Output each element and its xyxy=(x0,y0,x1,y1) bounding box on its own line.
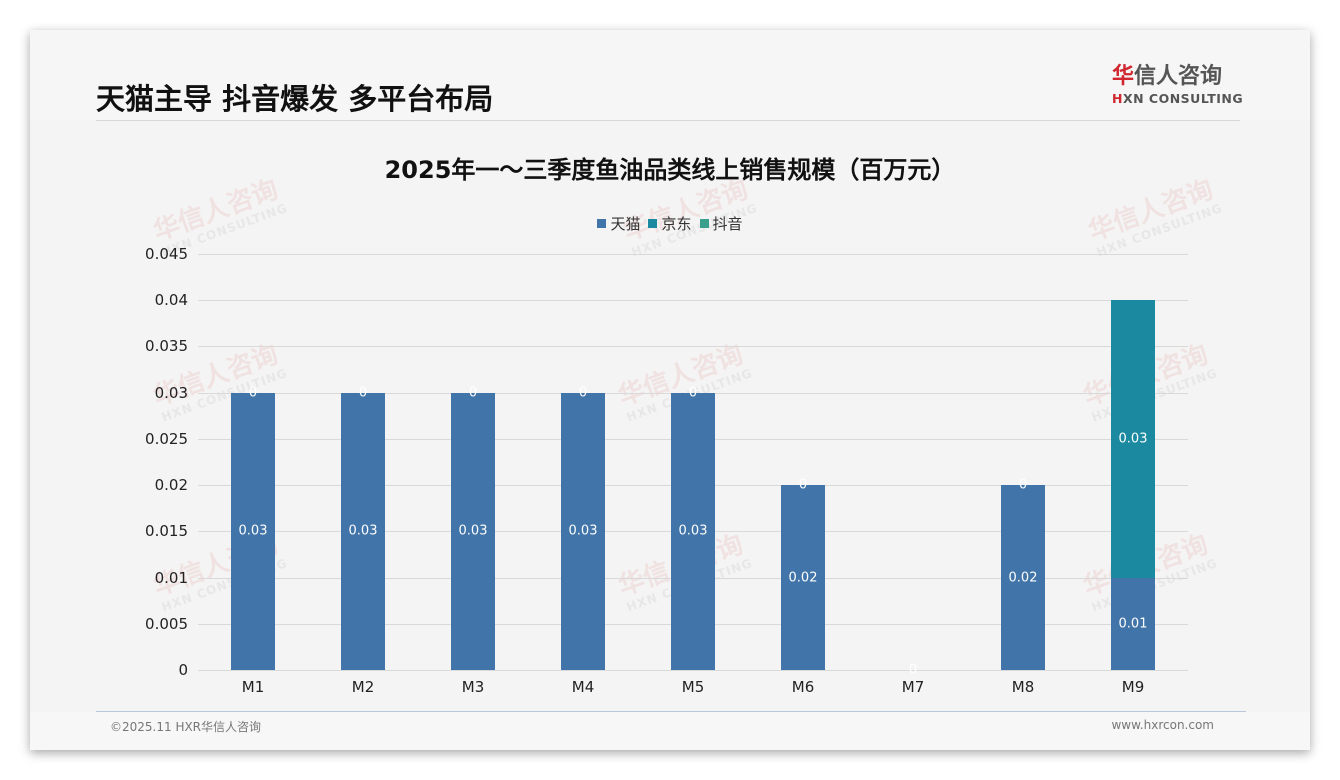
legend-label: 抖音 xyxy=(712,215,743,233)
data-label: 0.03 xyxy=(458,523,488,539)
header-band xyxy=(30,30,1310,120)
y-axis-tick: 0.035 xyxy=(145,337,188,356)
bar-segment[interactable] xyxy=(341,392,385,670)
data-label: 0 xyxy=(688,385,698,401)
bar-segment[interactable] xyxy=(781,485,825,670)
legend-label: 天猫 xyxy=(610,215,641,233)
bar-m7[interactable]: 0 xyxy=(891,254,935,678)
x-axis-tick: M6 xyxy=(791,678,815,696)
bar-m8[interactable]: 0.02 0 xyxy=(1001,254,1045,670)
bar-m3[interactable]: 0.03 0 xyxy=(451,254,495,670)
bar-m6[interactable]: 0.02 0 xyxy=(781,254,825,670)
data-label: 0.03 xyxy=(348,523,378,539)
bar-m1[interactable]: 0.03 0 xyxy=(231,254,275,670)
plot-area: 0 0.005 0.01 0.015 0.02 0.025 0.03 0.035 0.04 0.0… xyxy=(145,245,1188,696)
data-label: 0 xyxy=(248,385,258,401)
x-axis-tick: M1 xyxy=(241,678,265,696)
bar-segment[interactable] xyxy=(1001,485,1045,670)
y-axis-tick: 0.03 xyxy=(154,383,188,402)
chart-legend: 天猫 京东 抖音 xyxy=(30,213,1310,234)
watermark-cn: 华信人咨询 xyxy=(619,174,753,248)
x-axis-tick: M9 xyxy=(1121,678,1145,696)
y-axis-tick: 0.01 xyxy=(154,568,188,587)
data-label: 0 xyxy=(578,385,588,401)
data-label: 0.03 xyxy=(238,523,268,539)
bar-segment[interactable] xyxy=(231,392,275,670)
data-label: 0.03 xyxy=(678,523,708,539)
y-axis-tick: 0.045 xyxy=(145,245,188,263)
footer-copyright: ©2025.11 HXR华信人咨询 xyxy=(110,720,262,734)
bar-segment[interactable] xyxy=(1111,300,1155,578)
gridline xyxy=(198,346,1188,348)
page-title: 天猫主导 抖音爆发 多平台布局 xyxy=(96,82,494,116)
bar-segment[interactable] xyxy=(451,392,495,670)
y-axis-tick: 0.025 xyxy=(145,429,188,448)
logo-cn-rest: 信人咨询 xyxy=(1134,64,1223,89)
data-label: 0 xyxy=(468,385,478,401)
slide: 天猫主导 抖音爆发 多平台布局 华信人咨询 HXN CONSULTING 华信人… xyxy=(30,30,1310,750)
legend-item[interactable]: 抖音 xyxy=(699,213,743,234)
y-axis-tick: 0 xyxy=(178,661,188,679)
gridline xyxy=(198,300,1188,302)
legend-label: 京东 xyxy=(661,215,692,233)
x-axis-tick: M8 xyxy=(1011,678,1035,696)
data-label: 0.03 xyxy=(1118,431,1148,447)
legend-swatch-icon xyxy=(597,219,607,228)
bar-m9[interactable]: 0.01 0.03 xyxy=(1111,254,1155,670)
logo-cn-red: 华 xyxy=(1112,64,1135,89)
x-axis-tick: M3 xyxy=(461,678,485,696)
legend-item[interactable]: 天猫 xyxy=(597,213,640,234)
y-axis-tick: 0.02 xyxy=(154,476,188,495)
gridline xyxy=(198,670,1188,671)
data-label: 0 xyxy=(908,662,918,678)
data-label: 0.03 xyxy=(568,523,598,539)
bar-segment[interactable] xyxy=(561,392,605,670)
logo-en-rest: XN CONSULTING xyxy=(1122,91,1244,106)
logo-en-red: H xyxy=(1112,91,1123,106)
bar-segment[interactable] xyxy=(671,392,715,670)
data-label: 0.02 xyxy=(1008,570,1038,586)
data-label: 0 xyxy=(1018,477,1028,493)
footer-band xyxy=(30,712,1310,750)
bar-m5[interactable]: 0.03 0 xyxy=(671,254,715,670)
logo-cn: 华信人咨询 xyxy=(1112,64,1243,90)
y-axis-tick: 0.005 xyxy=(145,614,188,633)
legend-swatch-icon xyxy=(699,219,709,228)
data-label: 0.01 xyxy=(1118,616,1148,632)
bar-segment[interactable] xyxy=(1111,577,1155,670)
x-axis-tick: M2 xyxy=(351,678,375,696)
data-label: 0.02 xyxy=(788,570,818,586)
watermark-cn: 华信人咨询 xyxy=(1084,174,1218,248)
data-label: 0 xyxy=(798,477,808,493)
legend-item[interactable]: 京东 xyxy=(648,213,692,234)
footer-website: www.hxrcon.com xyxy=(1111,718,1214,732)
bar-m2[interactable]: 0.03 0 xyxy=(341,254,385,670)
logo-en: HXN CONSULTING xyxy=(1112,91,1243,106)
title-divider xyxy=(96,120,1240,121)
data-label: 0 xyxy=(358,385,368,401)
x-axis-tick: M5 xyxy=(681,678,705,696)
gridline xyxy=(198,254,1188,255)
bar-m4[interactable]: 0.03 0 xyxy=(561,254,605,670)
y-axis-tick: 0.015 xyxy=(145,522,188,541)
footer-divider xyxy=(96,711,1246,712)
legend-swatch-icon xyxy=(648,219,658,228)
x-axis-tick: M4 xyxy=(571,678,595,696)
watermark-cn: 华信人咨询 xyxy=(149,174,283,248)
chart-title: 2025年一～三季度鱼油品类线上销售规模（百万元） xyxy=(384,156,956,184)
x-axis-tick: M7 xyxy=(901,678,925,696)
company-logo: 华信人咨询 HXN CONSULTING xyxy=(1112,64,1243,106)
y-axis-tick: 0.04 xyxy=(154,291,188,310)
